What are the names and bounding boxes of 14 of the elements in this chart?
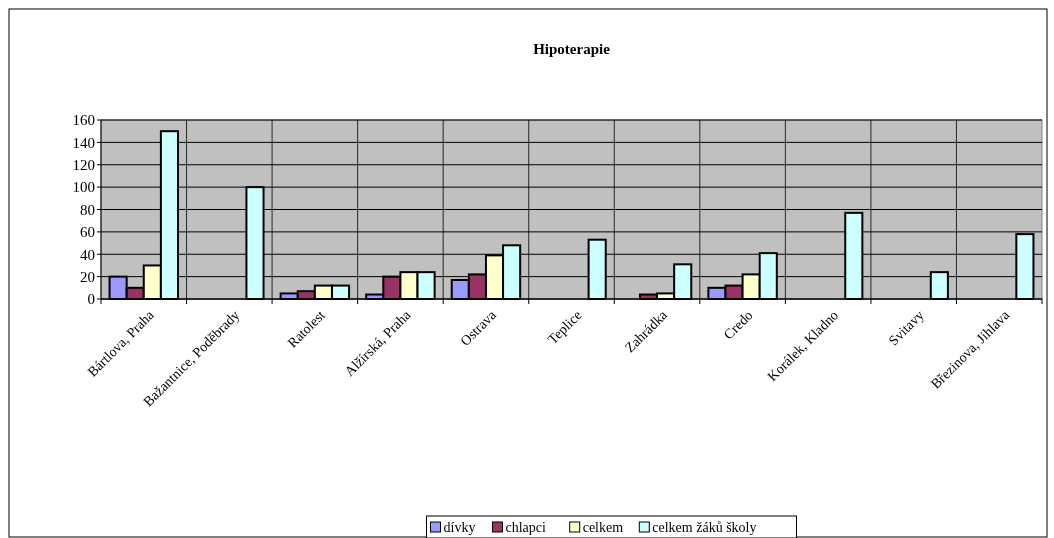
legend-label: celkem [582, 519, 624, 535]
y-tick-label: 100 [72, 179, 95, 196]
y-tick-label: 160 [72, 112, 95, 129]
y-tick-label: 20 [80, 268, 95, 285]
legend-label: celkem žáků školy [652, 519, 757, 535]
y-tick-label: 0 [87, 291, 95, 308]
y-tick-label: 60 [80, 224, 95, 241]
y-tick-label: 140 [72, 134, 95, 151]
chart-title: Hipoterapie [533, 41, 611, 57]
y-tick-label: 40 [80, 246, 95, 263]
y-tick-label: 80 [80, 201, 95, 218]
legend-label: dívky [443, 519, 476, 535]
y-tick-label: 120 [72, 157, 95, 173]
legend-label: chlapci [505, 519, 547, 535]
